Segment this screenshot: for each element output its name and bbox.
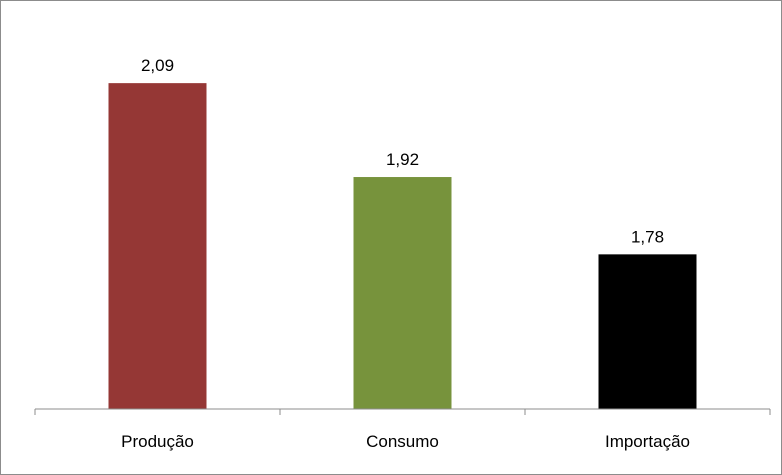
data-label-1: 1,92: [386, 150, 419, 169]
x-axis-ticks: [34, 409, 771, 415]
category-label-1: Consumo: [366, 432, 439, 451]
data-label-0: 2,09: [141, 56, 174, 75]
bars-group: [108, 83, 697, 409]
bar-2: [598, 254, 697, 409]
labels-group: 2,09 Produção 1,92 Consumo 1,78 Importação: [121, 56, 690, 451]
data-label-2: 1,78: [631, 227, 664, 246]
bar-0: [108, 83, 207, 409]
category-label-0: Produção: [121, 432, 194, 451]
bar-1: [353, 177, 452, 409]
category-label-2: Importação: [605, 432, 690, 451]
